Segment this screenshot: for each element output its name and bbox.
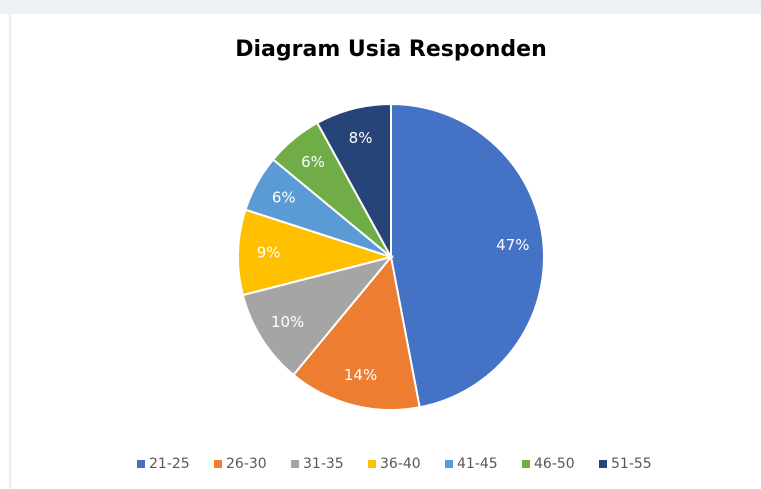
legend-label: 26-30 xyxy=(226,456,267,472)
legend-swatch xyxy=(599,460,607,468)
pie-slice xyxy=(237,208,395,297)
pie-slice xyxy=(292,254,421,411)
legend-label: 36-40 xyxy=(380,456,421,472)
legend-label: 31-35 xyxy=(303,456,344,472)
top-strip xyxy=(0,0,761,14)
legend-swatch xyxy=(445,460,453,468)
legend-label: 51-55 xyxy=(611,456,652,472)
pie-slice xyxy=(315,102,392,258)
data-label: 47% xyxy=(496,236,529,254)
data-label: 8% xyxy=(349,129,373,147)
legend-label: 46-50 xyxy=(534,456,575,472)
legend-swatch xyxy=(522,460,530,468)
legend-label: 41-45 xyxy=(457,456,498,472)
legend-swatch xyxy=(368,460,376,468)
chart-title: Diagram Usia Responden xyxy=(235,37,547,62)
data-label: 6% xyxy=(272,189,296,207)
data-label: 9% xyxy=(257,244,281,262)
legend-swatch xyxy=(291,460,299,468)
pie-slice xyxy=(390,102,545,409)
legend-label: 21-25 xyxy=(149,456,190,472)
legend-swatch xyxy=(137,460,145,468)
data-label: 10% xyxy=(271,313,304,331)
data-label: 6% xyxy=(301,153,325,171)
data-label: 14% xyxy=(344,366,377,384)
legend-swatch xyxy=(214,460,222,468)
